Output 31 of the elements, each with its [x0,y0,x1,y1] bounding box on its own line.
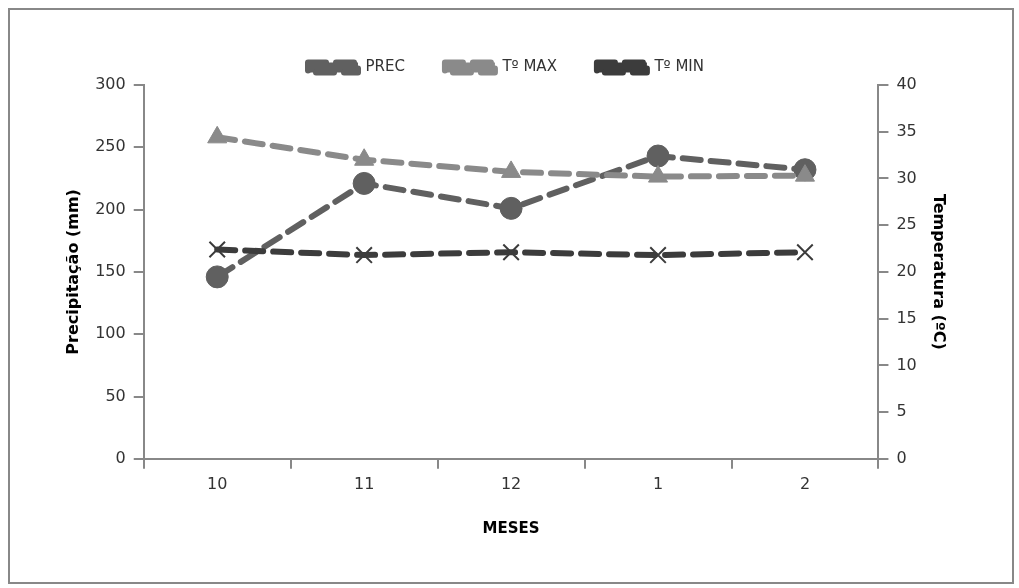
y2-tick-label: 15 [896,307,917,327]
point [646,144,670,168]
y2-tick-label: 0 [896,447,907,467]
y2-tick-label: 10 [896,354,917,374]
legend-label: Tº MIN [653,57,704,76]
y2-tick-label: 35 [896,120,917,140]
x-tick-label: 11 [353,473,375,493]
x-tick-label: 12 [500,473,522,493]
x-tick-label: 10 [207,473,228,493]
legend-label: Tº MAX [501,57,557,76]
y-tick-label: 150 [95,261,126,281]
y-tick-label: 0 [115,447,126,467]
y-tick-label: 200 [95,198,126,218]
y-tick-label: 50 [105,385,126,405]
y2-tick-label: 30 [896,167,917,187]
x-tick-label: 1 [652,473,664,493]
y2-axis-title: Temperatura (ºC) [930,193,950,350]
point [499,196,523,220]
x-axis-title: MESES [482,518,540,537]
legend-label: PREC [365,57,405,76]
y-tick-label: 300 [95,74,126,94]
y2-tick-label: 20 [896,261,917,281]
y-axis-title: Precipitação (mm) [62,189,82,355]
y-tick-label: 100 [95,323,126,343]
y2-tick-label: 25 [896,214,917,234]
y2-tick-label: 40 [896,74,917,94]
y2-tick-label: 5 [896,401,907,421]
x-tick-label: 2 [799,473,811,493]
y-tick-label: 250 [95,136,126,156]
point [352,171,376,195]
point [205,265,229,289]
